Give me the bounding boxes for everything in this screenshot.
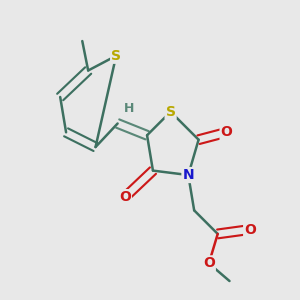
Text: O: O xyxy=(203,256,215,270)
Text: H: H xyxy=(124,102,135,115)
Text: S: S xyxy=(166,105,176,119)
Text: N: N xyxy=(182,168,194,182)
Text: O: O xyxy=(220,125,232,139)
Text: O: O xyxy=(119,190,131,204)
Text: O: O xyxy=(244,223,256,236)
Text: S: S xyxy=(111,49,121,63)
